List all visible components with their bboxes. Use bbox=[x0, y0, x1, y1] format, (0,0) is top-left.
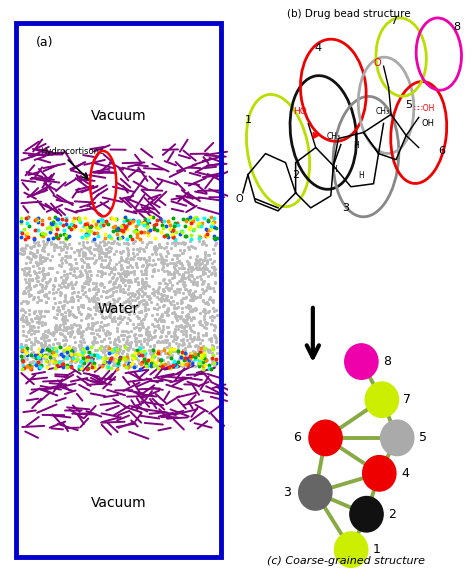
Text: 2: 2 bbox=[292, 170, 299, 180]
Text: H: H bbox=[331, 165, 337, 173]
Text: 6: 6 bbox=[293, 432, 301, 444]
Text: Vacuum: Vacuum bbox=[91, 496, 146, 510]
Text: CH₃: CH₃ bbox=[376, 107, 390, 117]
Text: HO: HO bbox=[293, 107, 307, 117]
Text: 5: 5 bbox=[405, 100, 412, 110]
Circle shape bbox=[299, 474, 332, 510]
Text: 2: 2 bbox=[388, 508, 396, 521]
Circle shape bbox=[350, 496, 383, 532]
Text: Water: Water bbox=[98, 302, 139, 316]
Text: (c) Coarse-grained structure: (c) Coarse-grained structure bbox=[267, 556, 425, 566]
FancyBboxPatch shape bbox=[16, 23, 221, 557]
Polygon shape bbox=[313, 132, 318, 139]
Text: Vacuum: Vacuum bbox=[91, 108, 146, 122]
Text: 1: 1 bbox=[245, 115, 251, 125]
Text: 8: 8 bbox=[383, 355, 391, 368]
Text: (a): (a) bbox=[36, 37, 53, 49]
Text: Hydrocortisone: Hydrocortisone bbox=[40, 147, 104, 157]
Text: O: O bbox=[235, 194, 243, 204]
Text: 6: 6 bbox=[438, 146, 445, 155]
Text: OH: OH bbox=[421, 119, 434, 128]
Text: (b) Drug bead structure: (b) Drug bead structure bbox=[287, 9, 410, 19]
Text: O: O bbox=[374, 58, 381, 68]
Text: H: H bbox=[354, 140, 359, 150]
Circle shape bbox=[381, 420, 414, 456]
Text: CH₃: CH₃ bbox=[326, 132, 340, 140]
Text: 4: 4 bbox=[401, 467, 409, 480]
Circle shape bbox=[335, 532, 368, 567]
Text: 3: 3 bbox=[342, 203, 349, 213]
Text: 8: 8 bbox=[453, 22, 460, 32]
Circle shape bbox=[363, 456, 396, 491]
Text: 5: 5 bbox=[419, 432, 427, 444]
Text: 4: 4 bbox=[315, 43, 322, 53]
Text: 3: 3 bbox=[283, 486, 291, 499]
Circle shape bbox=[345, 344, 378, 379]
Text: ∷∷OH: ∷∷OH bbox=[414, 104, 435, 113]
Text: H: H bbox=[358, 171, 364, 180]
Text: 1: 1 bbox=[373, 543, 381, 556]
Circle shape bbox=[365, 382, 399, 418]
Circle shape bbox=[309, 420, 342, 456]
Text: 7: 7 bbox=[403, 393, 411, 406]
Text: 7: 7 bbox=[390, 16, 397, 26]
